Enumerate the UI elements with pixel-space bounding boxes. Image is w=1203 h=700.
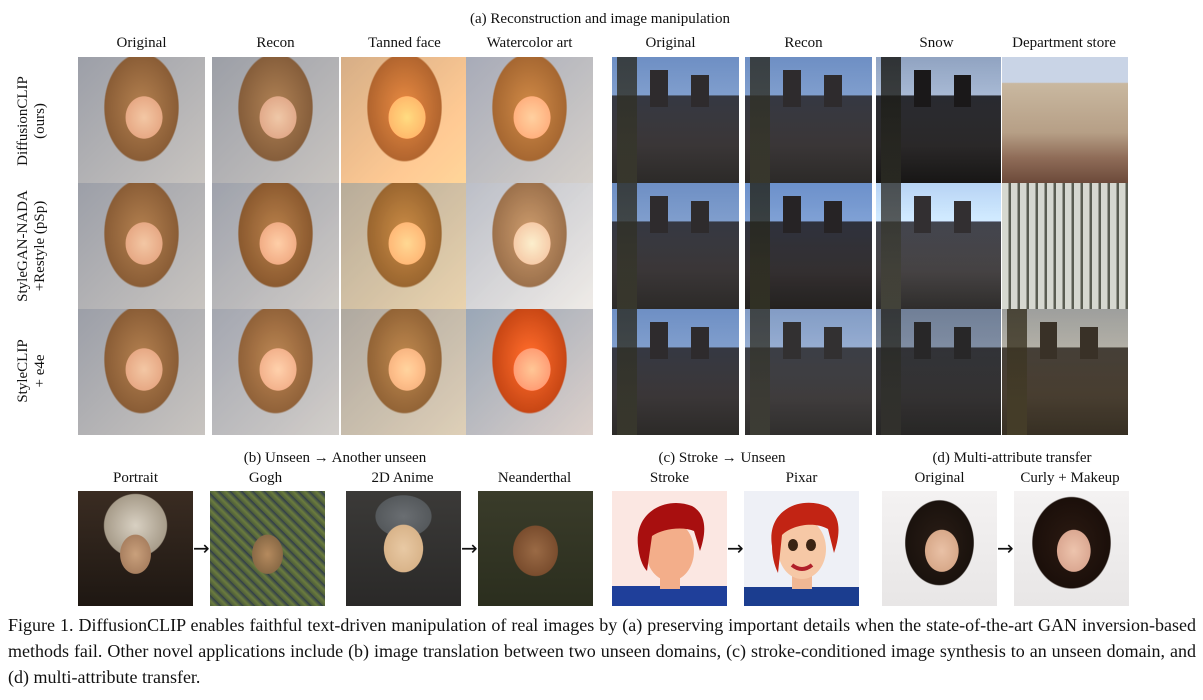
face-image bbox=[78, 183, 205, 309]
row-label-styleclip: StyleCLIP + e4e bbox=[15, 339, 48, 403]
face-image bbox=[466, 57, 593, 183]
row-label-stylegan-nada: StyleGAN-NADA +Restyle (pSp) bbox=[15, 190, 48, 302]
arrow-icon: → bbox=[461, 536, 478, 560]
label-gogh: Gogh bbox=[248, 470, 283, 486]
church-image bbox=[745, 309, 872, 435]
church-image bbox=[876, 57, 1001, 183]
church-image bbox=[745, 183, 872, 309]
label-original: Original bbox=[914, 470, 965, 486]
face-col-recon: Recon bbox=[256, 35, 295, 51]
label-neanderthal: Neanderthal bbox=[497, 470, 572, 486]
church-image bbox=[612, 183, 739, 309]
neanderthal-image bbox=[478, 491, 593, 606]
department-store-image bbox=[1002, 183, 1128, 309]
figure-caption: Figure 1. DiffusionCLIP enables faithful… bbox=[8, 615, 1196, 687]
face-image bbox=[78, 57, 205, 183]
face-image bbox=[78, 309, 205, 435]
face-image bbox=[212, 57, 339, 183]
arrow-icon: → bbox=[997, 536, 1014, 560]
face-image bbox=[466, 309, 593, 435]
church-image bbox=[612, 57, 739, 183]
stroke-image bbox=[612, 491, 727, 606]
face-image bbox=[341, 183, 468, 309]
stroke-drawing bbox=[612, 502, 727, 606]
church-col-department: Department store bbox=[1012, 35, 1116, 51]
curly-makeup-image bbox=[1014, 491, 1129, 606]
face-col-tanned: Tanned face bbox=[368, 35, 441, 51]
arrow-icon: → bbox=[727, 536, 744, 560]
label-2d-anime: 2D Anime bbox=[371, 470, 434, 486]
label-curly-makeup: Curly + Makeup bbox=[1020, 470, 1120, 486]
face-image bbox=[212, 309, 339, 435]
anime-image bbox=[346, 491, 461, 606]
face-image bbox=[341, 57, 468, 183]
gogh-image bbox=[210, 491, 325, 606]
church-col-recon: Recon bbox=[784, 35, 823, 51]
church-image bbox=[1002, 309, 1128, 435]
church-image bbox=[745, 57, 872, 183]
church-col-original: Original bbox=[645, 35, 696, 51]
original-woman-image bbox=[882, 491, 997, 606]
portrait-image bbox=[78, 491, 193, 606]
label-portrait: Portrait bbox=[113, 470, 158, 486]
row-label-diffusionclip: DiffusionCLIP (ours) bbox=[15, 76, 48, 166]
pixar-image bbox=[744, 491, 859, 606]
pixar-drawing bbox=[744, 502, 859, 606]
face-image bbox=[212, 183, 339, 309]
section-d-title: (d) Multi-attribute transfer bbox=[932, 450, 1092, 466]
label-pixar: Pixar bbox=[785, 470, 818, 486]
face-col-original: Original bbox=[116, 35, 167, 51]
label-stroke: Stroke bbox=[649, 470, 690, 486]
church-col-snow: Snow bbox=[919, 35, 954, 51]
face-col-watercolor: Watercolor art bbox=[486, 35, 573, 51]
arrow-icon: → bbox=[193, 536, 210, 560]
face-image bbox=[466, 183, 593, 309]
church-image bbox=[876, 183, 1001, 309]
department-store-image bbox=[1002, 57, 1128, 183]
section-a-title: (a) Reconstruction and image manipulatio… bbox=[470, 11, 730, 27]
section-b-title: (b) Unseen → Another unseen bbox=[243, 450, 427, 466]
church-image bbox=[612, 309, 739, 435]
church-image bbox=[876, 309, 1001, 435]
face-image bbox=[341, 309, 468, 435]
section-c-title: (c) Stroke → Unseen bbox=[658, 450, 786, 466]
